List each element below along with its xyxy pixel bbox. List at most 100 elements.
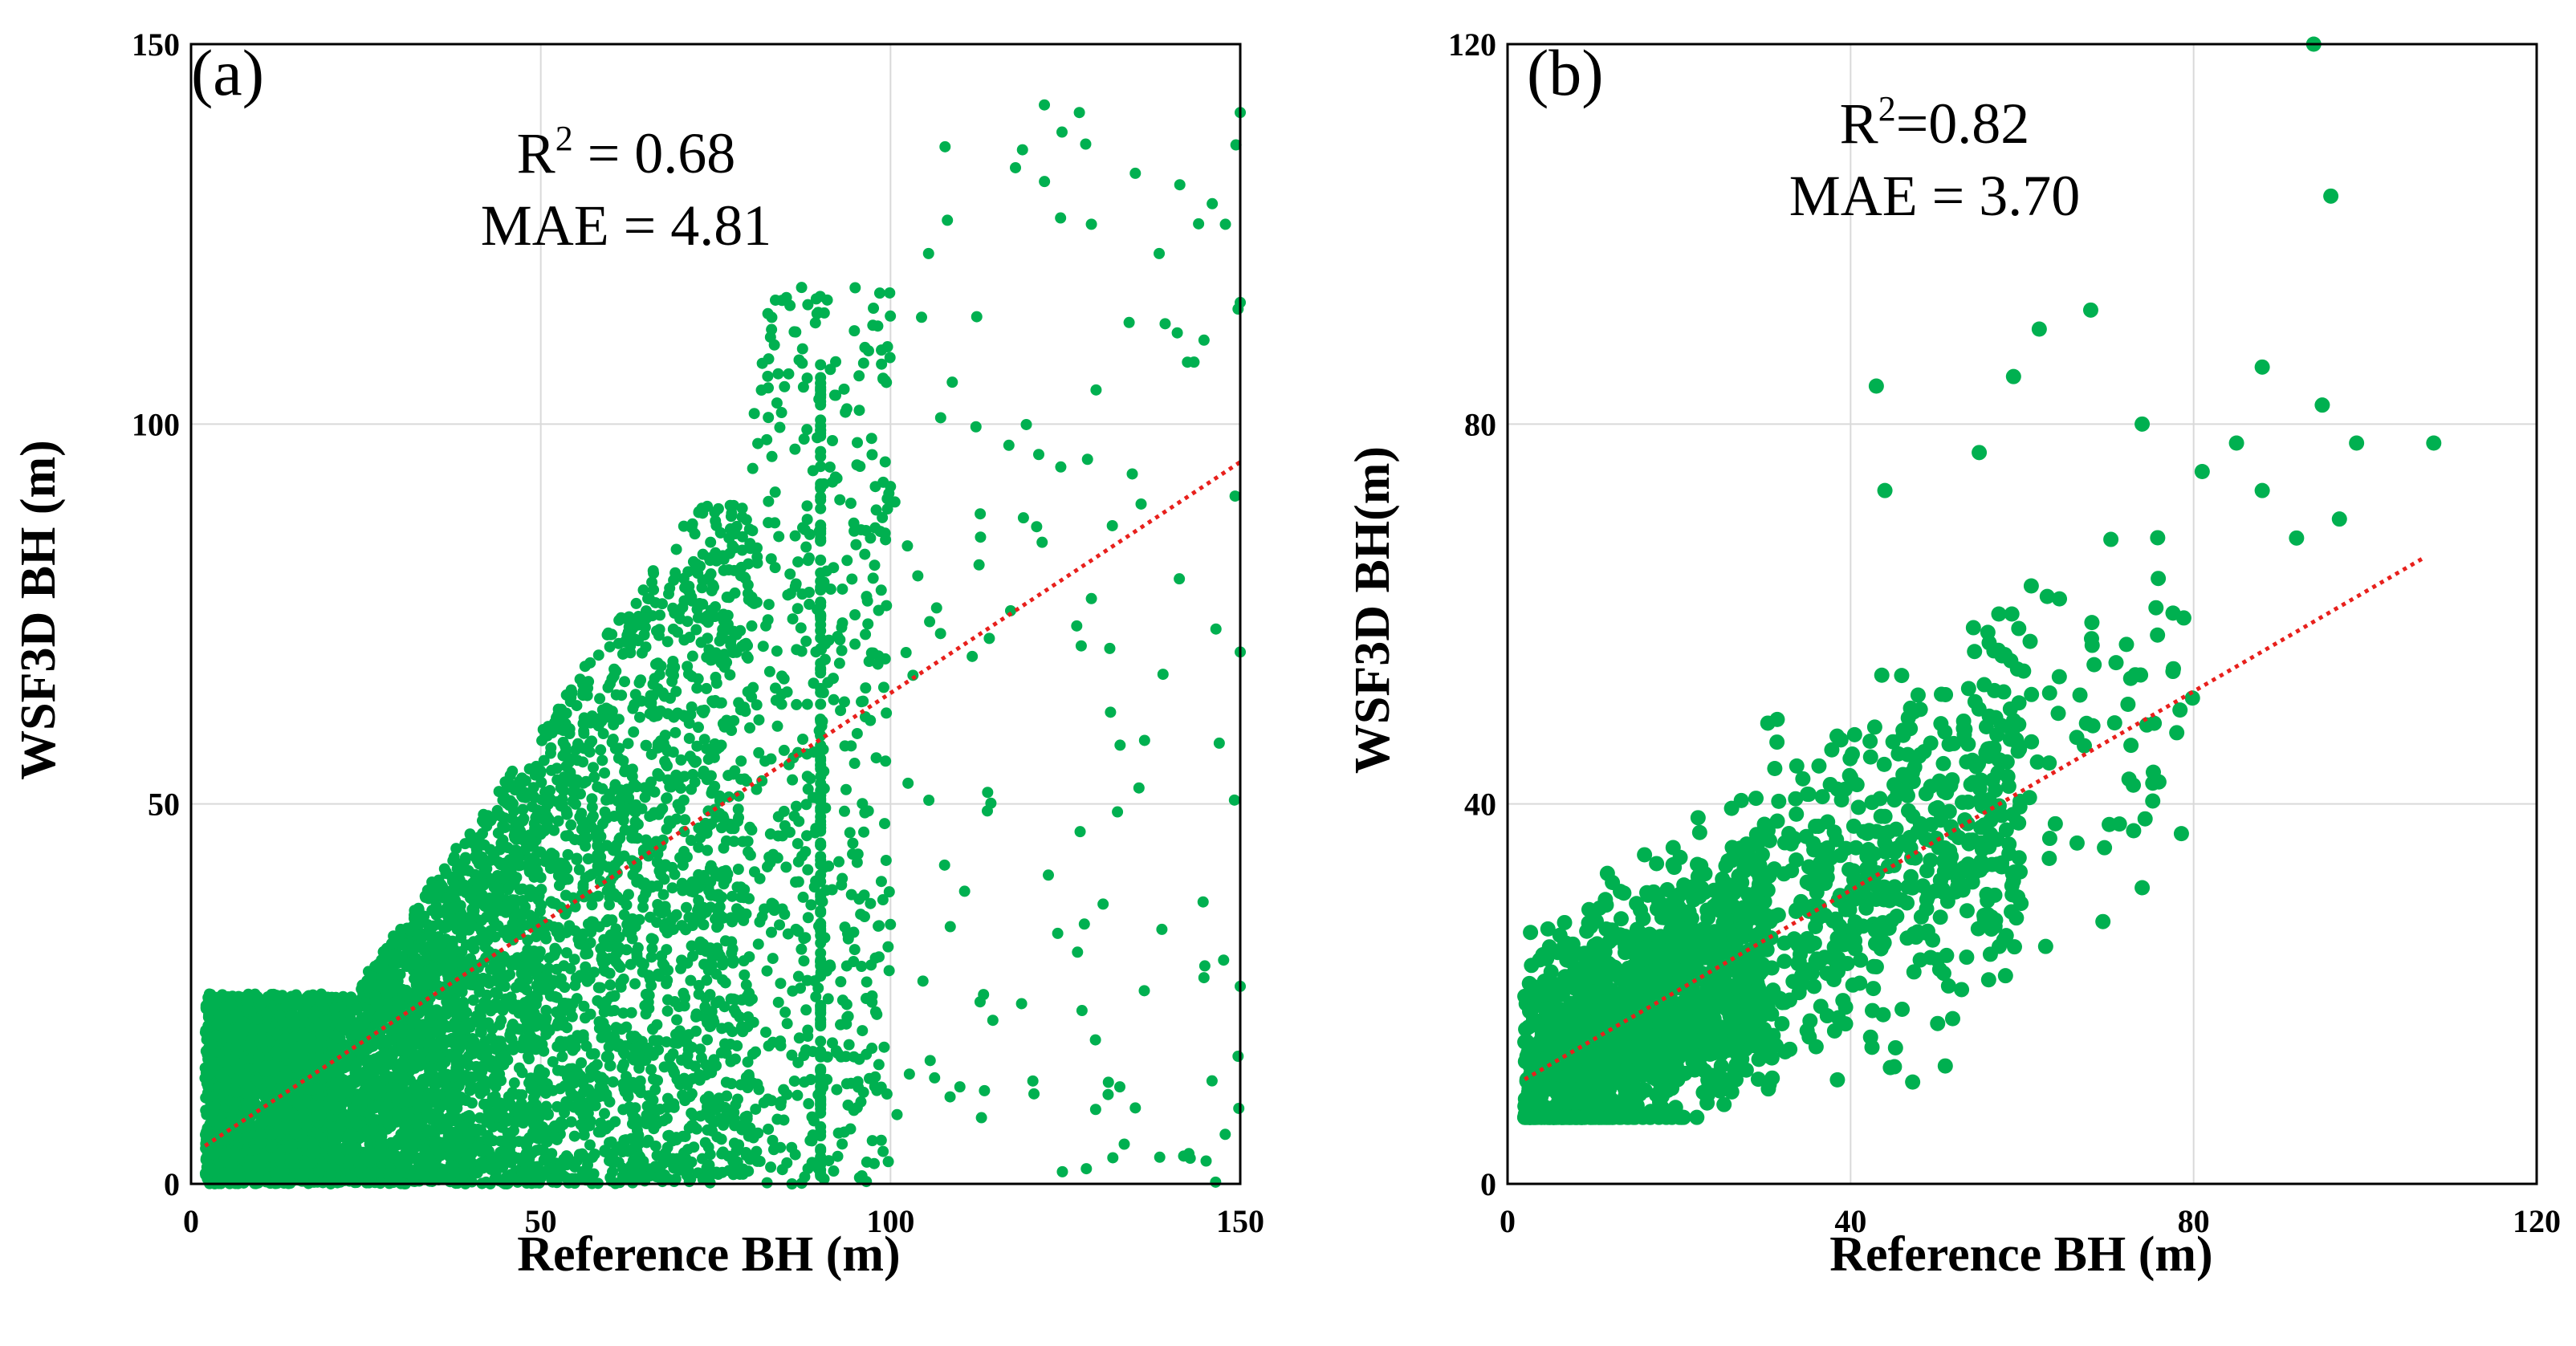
data-point <box>202 1080 214 1092</box>
data-point <box>255 1032 267 1044</box>
data-point <box>228 1032 240 1044</box>
data-point <box>670 543 682 555</box>
data-point <box>705 536 717 548</box>
data-point <box>671 1014 683 1026</box>
data-point <box>488 907 500 919</box>
data-point <box>669 868 681 880</box>
data-point <box>348 1175 360 1187</box>
data-point <box>663 815 675 827</box>
data-point <box>411 981 423 993</box>
data-point <box>201 1161 214 1173</box>
data-point <box>584 1139 596 1151</box>
data-point <box>395 923 407 935</box>
data-point <box>288 1016 300 1028</box>
data-point <box>211 1018 223 1030</box>
data-point <box>535 899 547 911</box>
data-point <box>385 1148 397 1160</box>
data-point <box>485 1163 497 1175</box>
data-point <box>738 892 750 904</box>
data-point <box>291 1148 303 1160</box>
data-point <box>450 879 462 891</box>
data-point <box>630 597 642 609</box>
data-point <box>448 1071 460 1083</box>
data-point <box>438 922 450 934</box>
data-point <box>523 866 535 878</box>
data-point <box>661 1005 674 1017</box>
data-point <box>440 1080 452 1092</box>
data-point <box>657 861 669 873</box>
data-point <box>465 919 477 931</box>
data-point <box>251 1075 263 1087</box>
data-point <box>358 1018 370 1030</box>
data-point <box>744 722 756 734</box>
data-point <box>272 1166 284 1178</box>
data-point <box>594 693 606 705</box>
data-point <box>523 762 535 775</box>
data-point <box>330 1104 342 1116</box>
data-point <box>294 1084 306 1096</box>
data-point <box>266 1137 278 1149</box>
data-point <box>535 776 547 788</box>
data-point <box>682 1144 694 1156</box>
data-point <box>419 1076 431 1088</box>
data-point <box>241 995 253 1007</box>
data-point <box>270 1047 282 1059</box>
data-point <box>645 697 657 709</box>
data-point <box>712 502 724 514</box>
data-point <box>406 943 418 955</box>
data-point <box>390 1116 402 1128</box>
data-point <box>483 1117 495 1129</box>
data-point <box>220 1022 232 1034</box>
data-point <box>499 776 511 788</box>
data-point <box>494 962 507 974</box>
data-point <box>464 1084 476 1096</box>
data-point <box>287 1139 299 1151</box>
data-point <box>604 1059 617 1072</box>
data-point <box>520 1104 532 1116</box>
data-point <box>400 1106 412 1118</box>
data-point <box>446 946 458 958</box>
data-point <box>208 1149 220 1161</box>
data-point <box>515 1023 527 1035</box>
data-point <box>234 1171 246 1183</box>
data-point <box>206 1062 218 1074</box>
data-point <box>436 1061 448 1073</box>
data-point <box>397 983 409 995</box>
data-point <box>495 837 507 849</box>
data-point <box>599 767 611 779</box>
data-point <box>368 1114 380 1126</box>
data-point <box>621 899 633 911</box>
data-point <box>508 856 520 868</box>
data-point <box>468 1123 480 1135</box>
data-point <box>592 649 604 661</box>
data-point <box>625 1006 637 1019</box>
data-point <box>453 1133 465 1145</box>
data-point <box>274 1153 286 1165</box>
data-point <box>307 1084 319 1096</box>
data-point <box>597 728 609 740</box>
data-point <box>279 1017 291 1029</box>
data-point <box>248 1144 260 1156</box>
data-point <box>501 1171 513 1183</box>
data-point <box>390 1092 402 1104</box>
data-point <box>385 937 397 950</box>
data-point <box>254 1088 267 1100</box>
data-point <box>434 1149 446 1161</box>
data-point <box>491 1108 503 1120</box>
data-point <box>306 1043 318 1055</box>
data-point <box>682 957 694 969</box>
data-point <box>255 1137 267 1149</box>
data-point <box>484 925 496 937</box>
data-point <box>512 999 524 1011</box>
data-point <box>681 901 693 913</box>
data-point <box>446 1104 458 1116</box>
data-point <box>467 994 479 1006</box>
data-point <box>588 1061 600 1073</box>
data-point <box>517 834 529 846</box>
data-point <box>485 1055 497 1067</box>
data-point <box>455 932 467 944</box>
data-point <box>499 821 511 833</box>
data-point <box>430 900 442 912</box>
data-point <box>444 966 456 978</box>
